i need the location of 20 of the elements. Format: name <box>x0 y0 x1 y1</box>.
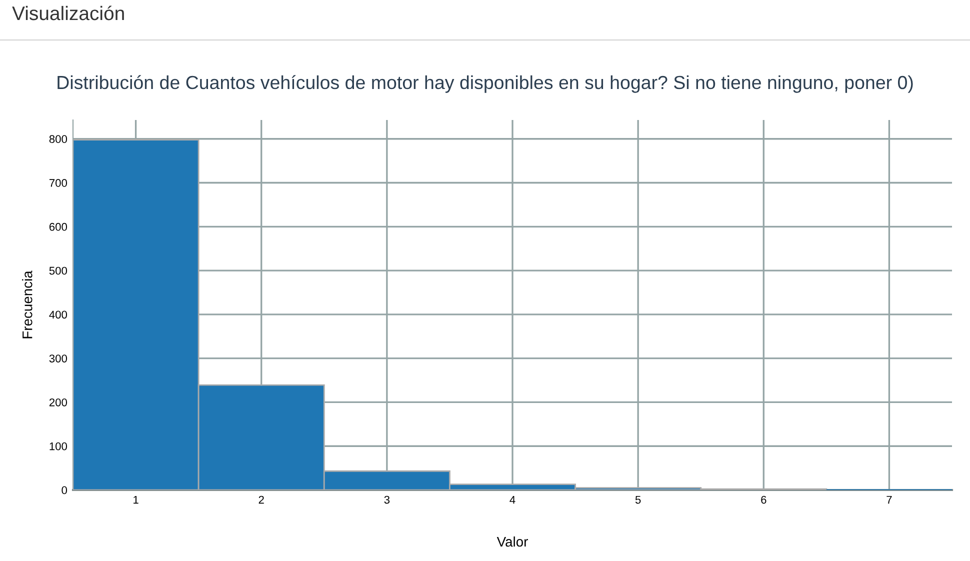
y-axis-title: Frecuencia <box>22 270 32 338</box>
x-axis-title: Valor <box>496 536 528 547</box>
y-tick-label: 700 <box>49 179 68 187</box>
x-tick-label: 3 <box>384 496 390 504</box>
x-tick-label: 6 <box>761 496 766 504</box>
x-tick-label: 7 <box>886 496 892 504</box>
x-tick-label: 5 <box>635 496 641 504</box>
y-tick-label: 100 <box>50 442 68 450</box>
x-tick-label: 1 <box>134 496 138 504</box>
text: Visualización <box>12 6 124 20</box>
y-tick-label: 300 <box>49 354 68 362</box>
y-tick-label: 600 <box>49 222 68 231</box>
y-tick-label: 500 <box>49 266 68 275</box>
y-tick-label: 800 <box>49 135 68 144</box>
x-tick-label: 2 <box>258 496 264 504</box>
y-tick-label: 200 <box>49 398 68 406</box>
x-tick-label: 4 <box>510 496 516 504</box>
y-tick-label: 0 <box>62 486 68 494</box>
chart-title: Distribución de Cuantos vehículos de motor hay disponibles en su hogar? Si no tiene ninguno, poner 0) <box>58 75 913 93</box>
y-tick-label: 400 <box>49 310 68 319</box>
